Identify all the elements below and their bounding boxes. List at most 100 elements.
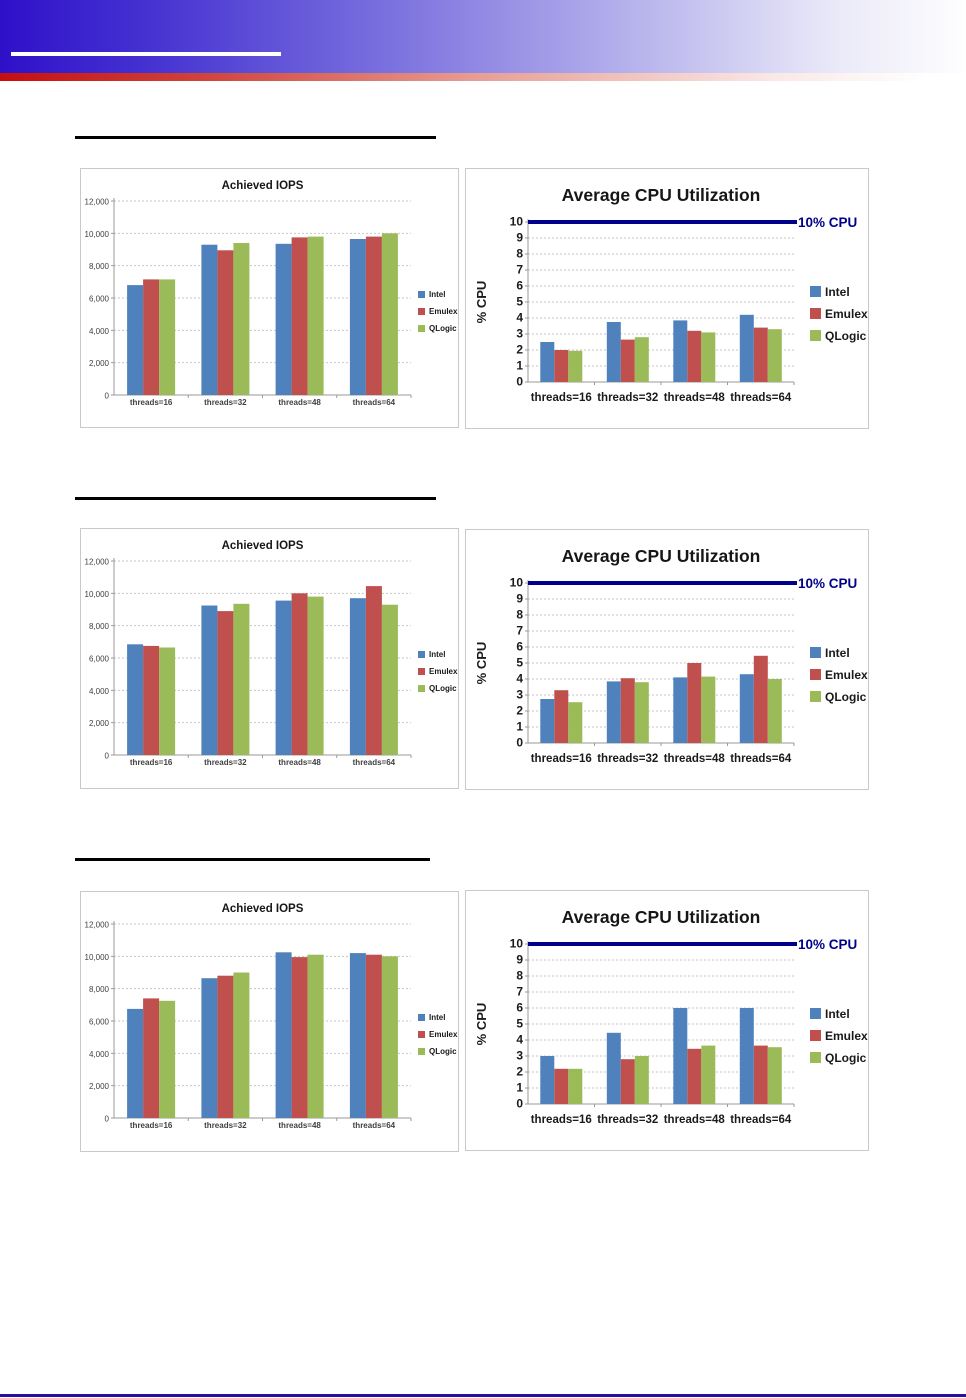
bar-intel [275, 600, 292, 755]
x-category-label: threads=48 [664, 753, 726, 765]
bar-emulex [365, 954, 382, 1118]
banner-underline [11, 52, 281, 56]
bar-qlogic [568, 350, 583, 382]
y-tick-label: 5 [516, 656, 523, 670]
legend-swatch-qlogic [418, 685, 425, 692]
bar-intel [275, 243, 292, 395]
y-tick-label: 8 [516, 608, 523, 622]
bar-intel [606, 681, 621, 743]
x-category-label: threads=16 [531, 392, 592, 404]
bar-intel [201, 605, 218, 755]
y-tick-label: 3 [516, 688, 523, 702]
bar-emulex [687, 1048, 702, 1104]
section-heading-rule-1 [75, 136, 436, 139]
legend-swatch-qlogic [810, 330, 821, 341]
y-tick-label: 10 [510, 215, 524, 229]
ref-line-label: 10% CPU [798, 215, 857, 230]
ref-line-label: 10% CPU [798, 937, 857, 952]
y-tick-label: 9 [516, 231, 523, 245]
y-tick-label: 4,000 [89, 327, 110, 336]
bar-intel [739, 1008, 754, 1104]
x-category-label: threads=64 [730, 753, 792, 765]
x-category-label: threads=64 [353, 1121, 396, 1130]
bar-qlogic [634, 682, 649, 743]
ref-line-label: 10% CPU [798, 576, 857, 591]
x-category-label: threads=16 [531, 753, 592, 765]
bar-intel [275, 952, 292, 1118]
bar-emulex [143, 998, 160, 1118]
y-tick-label: 7 [516, 263, 523, 277]
y-tick-label: 6 [516, 279, 523, 293]
legend-swatch-qlogic [418, 325, 425, 332]
achieved-iops-chart-row1: 0 2,000 4,000 6,000 8,000 10,000 12,000 threads… [80, 168, 459, 428]
bar-emulex [291, 237, 308, 395]
legend-label-emulex: Emulex [825, 307, 868, 321]
legend-label-qlogic: QLogic [429, 684, 457, 693]
bar-qlogic [381, 604, 398, 755]
y-tick-label: 0 [516, 1097, 523, 1111]
legend-label-emulex: Emulex [429, 667, 458, 676]
bar-intel [201, 978, 218, 1118]
y-tick-label: 2,000 [89, 1082, 110, 1091]
y-tick-label: 12,000 [85, 921, 110, 930]
y-tick-label: 6,000 [89, 655, 110, 664]
legend-label-qlogic: QLogic [825, 329, 867, 343]
x-category-label: threads=32 [204, 398, 247, 407]
x-category-label: threads=64 [730, 1114, 792, 1126]
legend-label-intel: Intel [429, 650, 445, 659]
x-category-label: threads=48 [664, 1114, 726, 1126]
bar-qlogic [701, 1045, 716, 1104]
x-category-label: threads=16 [130, 1121, 173, 1130]
legend-swatch-intel [810, 286, 821, 297]
y-axis-title: % CPU [474, 281, 489, 324]
x-category-label: threads=64 [353, 398, 396, 407]
x-category-label: threads=64 [730, 392, 792, 404]
bar-emulex [753, 327, 768, 382]
bar-qlogic [307, 954, 324, 1118]
bar-emulex [687, 330, 702, 382]
bar-qlogic [634, 1056, 649, 1104]
y-tick-label: 12,000 [85, 198, 110, 207]
legend-label-intel: Intel [429, 290, 445, 299]
y-tick-label: 5 [516, 295, 523, 309]
bar-intel [606, 322, 621, 382]
bar-intel [201, 244, 218, 395]
x-category-label: threads=32 [597, 1114, 658, 1126]
header-banner [0, 0, 966, 73]
avg-cpu-utilization-chart-row1: 0 1 2 3 4 5 6 7 8 9 10 threads=16 threads=32 threads=… [465, 168, 869, 429]
legend-label-emulex: Emulex [429, 307, 458, 316]
legend-swatch-qlogic [810, 691, 821, 702]
y-tick-label: 12,000 [85, 558, 110, 567]
y-tick-label: 2 [516, 1065, 523, 1079]
bar-emulex [687, 663, 702, 743]
bar-qlogic [767, 679, 782, 743]
bar-intel [127, 644, 144, 755]
bar-intel [540, 699, 555, 743]
chart-title: Achieved IOPS [222, 903, 304, 915]
x-category-label: threads=16 [130, 398, 173, 407]
y-tick-label: 2,000 [89, 719, 110, 728]
bar-qlogic [634, 337, 649, 382]
bar-intel [606, 1032, 621, 1104]
bar-qlogic [159, 279, 176, 395]
y-tick-label: 2,000 [89, 359, 110, 368]
bar-qlogic [568, 702, 583, 743]
bar-emulex [217, 250, 234, 395]
bar-intel [127, 1008, 144, 1118]
bar-intel [349, 953, 366, 1118]
avg-cpu-utilization-chart-row2: 0 1 2 3 4 5 6 7 8 9 10 threads=16 threads=32 threads=… [465, 529, 869, 790]
legend-swatch-qlogic [418, 1048, 425, 1055]
legend-label-emulex: Emulex [429, 1030, 458, 1039]
legend-label-intel: Intel [825, 285, 850, 299]
bar-intel [673, 1008, 688, 1104]
x-category-label: threads=32 [597, 392, 658, 404]
bar-emulex [753, 1045, 768, 1104]
bar-emulex [365, 586, 382, 755]
legend-swatch-intel [810, 647, 821, 658]
legend-swatch-intel [418, 291, 425, 298]
bar-emulex [217, 611, 234, 755]
bar-emulex [620, 1059, 635, 1104]
bar-intel [673, 677, 688, 743]
bar-emulex [620, 339, 635, 382]
y-tick-label: 4 [516, 1033, 523, 1047]
